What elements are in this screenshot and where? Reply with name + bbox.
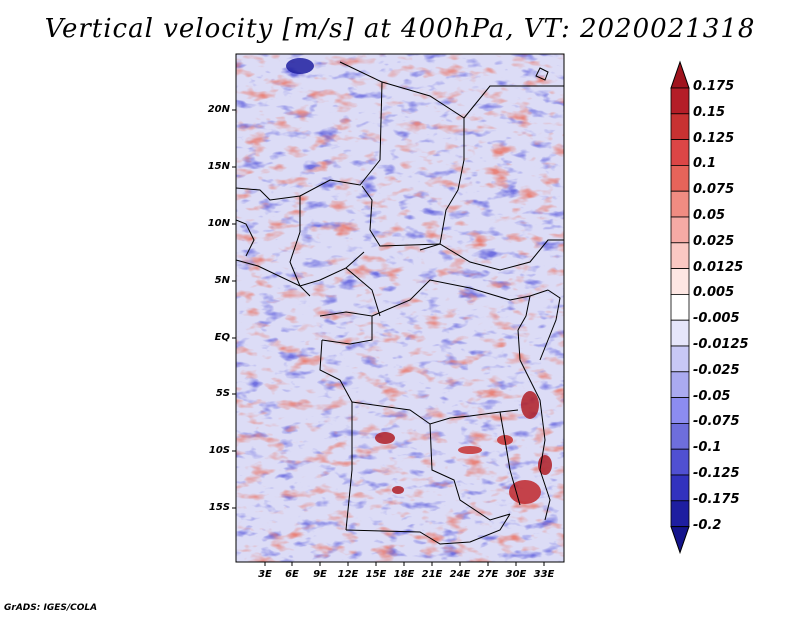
lat-label-5s: 5S [215, 388, 230, 399]
colorbar-label: 0.05 [693, 208, 726, 223]
colorbar-label: -0.1 [693, 440, 722, 456]
colorbar-segment [670, 319, 690, 347]
colorbar-segment [670, 345, 690, 373]
colorbar [670, 60, 690, 555]
velocity-field [236, 54, 564, 562]
lon-label-18e: 18E [393, 569, 415, 580]
lat-label-10n: 10N [207, 218, 230, 229]
lon-label-15e: 15E [365, 569, 387, 580]
lon-label-12e: 12E [337, 569, 359, 580]
lat-label-15n: 15N [207, 161, 230, 172]
lat-label-10s: 10S [208, 445, 230, 456]
colorbar-label: -0.0125 [693, 337, 749, 352]
colorbar-segment [670, 190, 690, 218]
colorbar-label: -0.175 [693, 491, 740, 507]
lon-label-3e: 3E [258, 569, 272, 580]
map-frame [235, 53, 565, 563]
colorbar-label: 0.025 [693, 233, 735, 249]
colorbar-label: 0.175 [693, 79, 735, 94]
lat-label-eq: EQ [214, 332, 230, 343]
colorbar-segment [670, 87, 690, 115]
colorbar-segment [670, 474, 690, 502]
colorbar-top-arrow [670, 60, 690, 89]
colorbar-segment [670, 448, 690, 476]
colorbar-label: -0.05 [693, 388, 731, 404]
colorbar-label: -0.125 [693, 466, 740, 481]
colorbar-segment [670, 293, 690, 321]
lon-label-9e: 9E [313, 569, 327, 580]
axis-ticks [232, 109, 545, 566]
lon-label-21e: 21E [421, 569, 443, 580]
lon-label-24e: 24E [449, 569, 471, 580]
colorbar-bottom-arrow [670, 526, 690, 555]
colorbar-segment [670, 113, 690, 141]
lon-label-6e: 6E [285, 569, 299, 580]
lon-label-33e: 33E [533, 569, 555, 580]
colorbar-segment [670, 242, 690, 270]
lon-label-27e: 27E [477, 569, 499, 580]
lon-label-30e: 30E [505, 569, 527, 580]
colorbar-label: 0.075 [693, 182, 735, 198]
colorbar-segment [670, 500, 690, 527]
colorbar-segment [670, 164, 690, 192]
lat-label-5n: 5N [214, 275, 230, 286]
colorbar-segment [670, 216, 690, 244]
colorbar-segment [670, 422, 690, 450]
colorbar-label: -0.005 [693, 311, 740, 327]
colorbar-segment [670, 397, 690, 424]
lat-label-20n: 20N [207, 104, 230, 115]
colorbar-label: -0.075 [693, 414, 740, 430]
colorbar-segment [670, 268, 690, 295]
lat-label-15s: 15S [208, 502, 230, 513]
grads-credit: GrADS: IGES/COLA [4, 603, 98, 613]
colorbar-label: 0.125 [693, 130, 735, 146]
colorbar-label: 0.1 [693, 156, 717, 172]
colorbar-label: 0.0125 [693, 259, 744, 275]
colorbar-segment [670, 139, 690, 166]
colorbar-label: -0.2 [693, 517, 722, 533]
map-title: Vertical velocity [m/s] at 400hPa, VT: 2… [44, 14, 756, 44]
colorbar-label: 0.005 [693, 285, 735, 301]
colorbar-label: 0.15 [693, 104, 726, 120]
colorbar-segment [670, 371, 690, 398]
country-borders [236, 61, 564, 545]
colorbar-label: -0.025 [693, 362, 740, 378]
